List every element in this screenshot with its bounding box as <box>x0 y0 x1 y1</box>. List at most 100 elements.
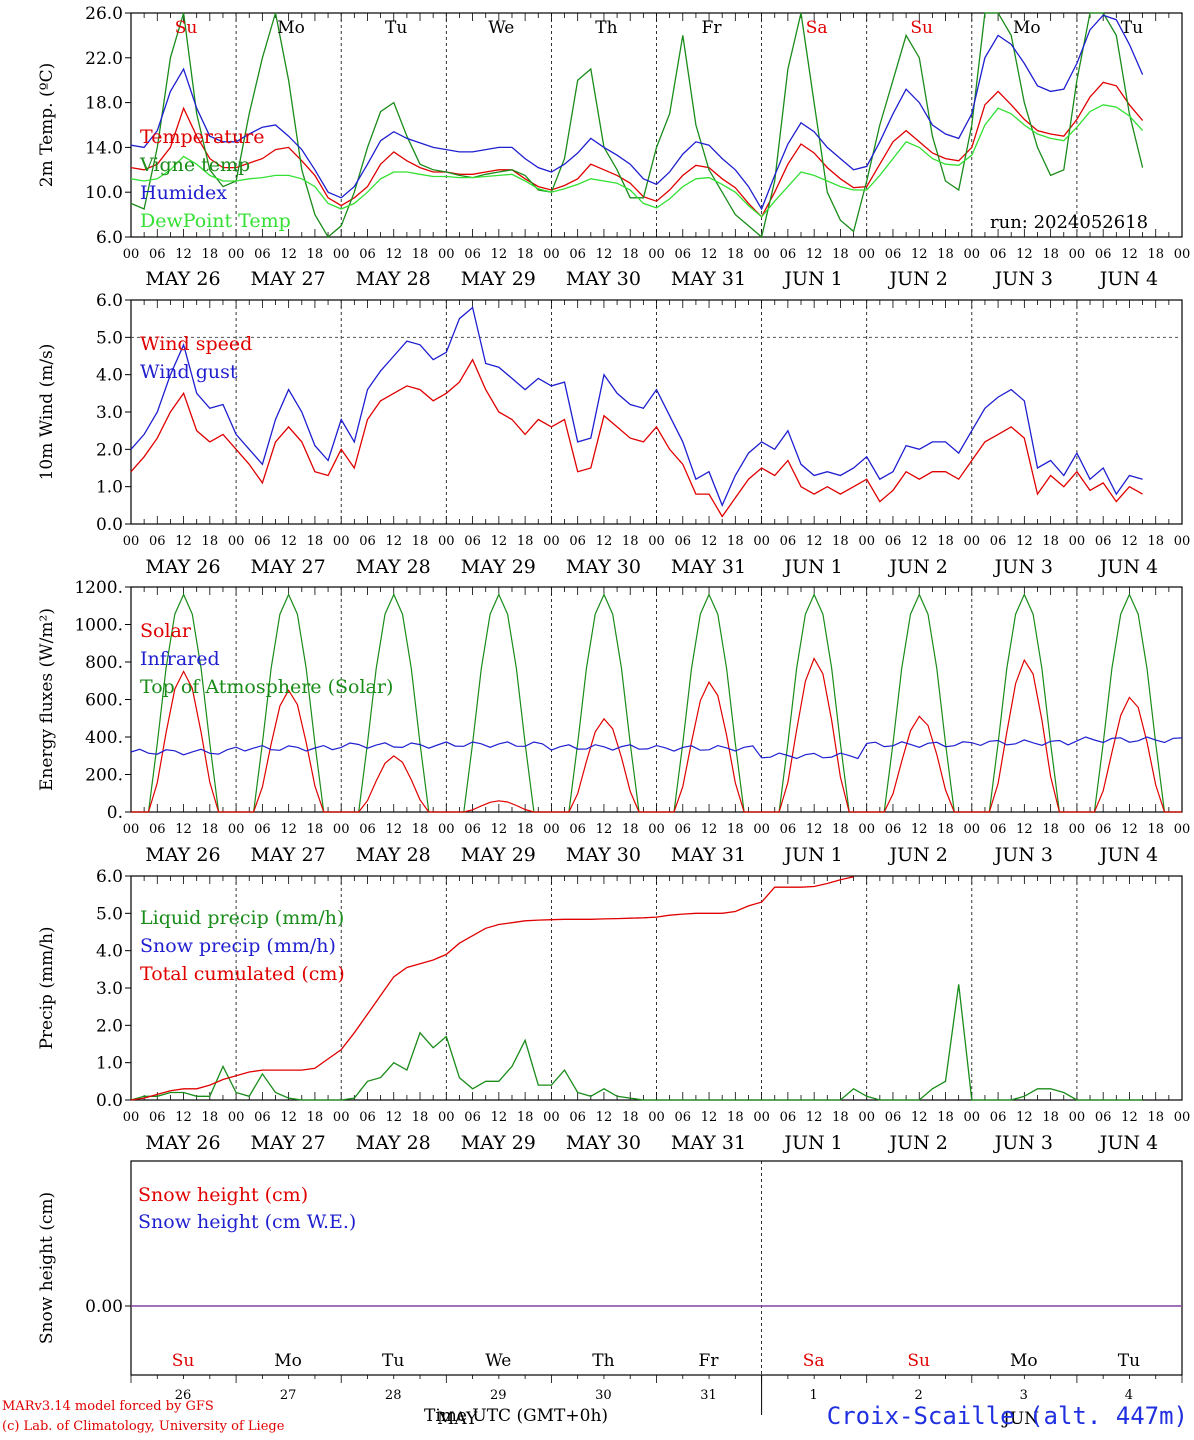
weekday-label: Tu <box>1121 18 1143 38</box>
y-tick-label: 6.0 <box>96 291 123 311</box>
y-tick-label: 5.0 <box>96 328 123 348</box>
legend-vigne-temp: Vigne temp <box>139 154 250 176</box>
weekday-label: Su <box>907 1351 930 1371</box>
date-label: MAY 30 <box>566 1132 641 1154</box>
hour-tick-label: 12 <box>491 247 508 262</box>
date-label: JUN 4 <box>1098 844 1158 866</box>
date-label: MAY 27 <box>251 556 326 578</box>
date-label: MAY 29 <box>461 556 536 578</box>
hour-tick-label: 12 <box>596 534 613 549</box>
hour-tick-label: 18 <box>622 534 639 549</box>
hour-tick-label: 00 <box>438 822 455 837</box>
hour-tick-label: 12 <box>491 1110 508 1125</box>
hour-tick-label: 18 <box>202 822 219 837</box>
y-tick-label: 10.0 <box>85 183 123 203</box>
hour-tick-label: 00 <box>1069 822 1086 837</box>
hour-tick-label: 06 <box>675 534 692 549</box>
hour-tick-label: 06 <box>1095 1110 1112 1125</box>
hour-tick-label: 18 <box>307 247 324 262</box>
date-label: MAY 31 <box>671 268 746 290</box>
hour-tick-label: 00 <box>333 534 350 549</box>
bottom-month-label: JUN <box>1001 1409 1039 1429</box>
bottom-day-label: 31 <box>700 1388 717 1403</box>
y-tick-label: 0.0 <box>96 1091 123 1111</box>
hour-tick-label: 06 <box>675 822 692 837</box>
lab-credit: (c) Lab. of Climatology, University of L… <box>2 1419 285 1434</box>
hour-tick-label: 18 <box>412 1110 429 1125</box>
bottom-day-label: 29 <box>490 1388 507 1403</box>
hour-tick-label: 12 <box>280 247 297 262</box>
date-label: MAY 30 <box>566 268 641 290</box>
hour-tick-label: 00 <box>333 247 350 262</box>
y-tick-label: 5.0 <box>96 904 123 924</box>
hour-tick-label: 18 <box>832 534 849 549</box>
hour-tick-label: 00 <box>228 1110 245 1125</box>
hour-tick-label: 06 <box>675 1110 692 1125</box>
hour-tick-label: 18 <box>622 247 639 262</box>
hour-tick-label: 06 <box>569 247 586 262</box>
hour-tick-label: 18 <box>202 247 219 262</box>
bottom-day-label: 4 <box>1125 1388 1133 1403</box>
hour-tick-label: 12 <box>701 534 718 549</box>
hour-tick-label: 06 <box>885 822 902 837</box>
run-label: run: 2024052618 <box>990 212 1148 233</box>
hour-tick-label: 06 <box>464 247 481 262</box>
hour-tick-label: 06 <box>780 1110 797 1125</box>
hour-tick-label: 00 <box>123 1110 140 1125</box>
series-line-dewpoint-temp <box>130 104 1144 218</box>
hour-tick-label: 06 <box>569 822 586 837</box>
y-tick-label: 26.0 <box>85 4 123 24</box>
hour-tick-label: 12 <box>806 1110 823 1125</box>
hour-tick-label: 06 <box>149 534 166 549</box>
hour-tick-label: 06 <box>990 247 1007 262</box>
hour-tick-label: 06 <box>149 1110 166 1125</box>
bottom-day-label: 26 <box>175 1388 192 1403</box>
y-axis-label: Snow height (cm) <box>37 1192 57 1344</box>
hour-tick-label: 12 <box>596 247 613 262</box>
series-line-humidex <box>130 14 1144 211</box>
y-tick-label: 1.0 <box>96 478 123 498</box>
bottom-day-label: 28 <box>385 1388 402 1403</box>
hour-tick-label: 18 <box>517 534 534 549</box>
hour-tick-label: 12 <box>175 1110 192 1125</box>
series-line-total-cumulated-cm- <box>130 876 854 1101</box>
y-tick-label: 0. <box>107 803 123 823</box>
hour-tick-label: 00 <box>1174 822 1191 837</box>
hour-tick-label: 06 <box>149 247 166 262</box>
hour-tick-label: 12 <box>280 534 297 549</box>
hour-tick-label: 18 <box>202 534 219 549</box>
hour-tick-label: 00 <box>1174 1110 1191 1125</box>
hour-tick-label: 18 <box>412 534 429 549</box>
hour-tick-label: 06 <box>359 534 376 549</box>
weekday-label: Su <box>910 18 933 38</box>
y-tick-label: 1000. <box>74 616 123 636</box>
hour-tick-label: 12 <box>280 1110 297 1125</box>
date-label: MAY 31 <box>671 844 746 866</box>
hour-tick-label: 18 <box>412 822 429 837</box>
hour-tick-label: 00 <box>964 1110 981 1125</box>
hour-tick-label: 12 <box>1121 1110 1138 1125</box>
hour-tick-label: 12 <box>911 1110 928 1125</box>
hour-tick-label: 12 <box>911 534 928 549</box>
weekday-label: Fr <box>699 1351 720 1371</box>
hour-tick-label: 00 <box>123 822 140 837</box>
hour-tick-label: 18 <box>832 822 849 837</box>
hour-tick-label: 06 <box>569 1110 586 1125</box>
hour-tick-label: 18 <box>412 247 429 262</box>
hour-tick-label: 12 <box>1016 534 1033 549</box>
hour-tick-label: 18 <box>307 1110 324 1125</box>
hour-tick-label: 12 <box>175 247 192 262</box>
y-tick-label: 14.0 <box>85 138 123 158</box>
date-label: MAY 31 <box>671 556 746 578</box>
y-axis-label: Precip (mm/h) <box>37 926 57 1049</box>
y-tick-label: 800. <box>85 653 123 673</box>
hour-tick-label: 00 <box>543 822 560 837</box>
hour-tick-label: 12 <box>491 822 508 837</box>
hour-tick-label: 00 <box>964 247 981 262</box>
hour-tick-label: 18 <box>307 534 324 549</box>
hour-tick-label: 00 <box>1174 534 1191 549</box>
hour-tick-label: 06 <box>780 822 797 837</box>
weekday-label: Sa <box>806 18 828 38</box>
hour-tick-label: 00 <box>1174 247 1191 262</box>
hour-tick-label: 00 <box>333 1110 350 1125</box>
